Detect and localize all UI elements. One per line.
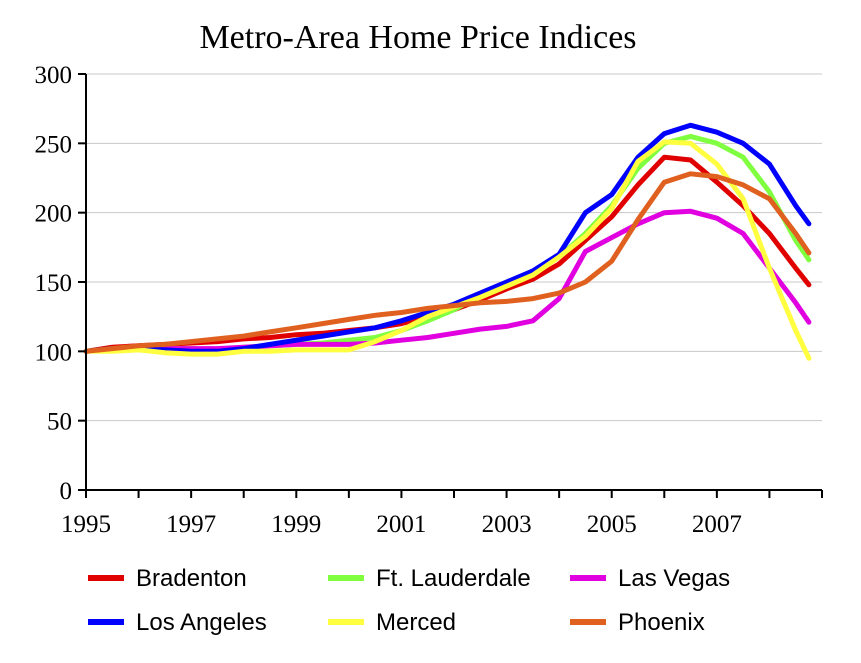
x-axis-ticks: 1995 1997 1999 2001 2003 2005 2007 — [61, 490, 823, 538]
legend-item-ft-lauderdale: Ft. Lauderdale — [328, 565, 531, 592]
legend-item-las-vegas: Las Vegas — [570, 565, 730, 592]
gridlines — [86, 73, 822, 422]
legend-label: Bradenton — [136, 565, 247, 592]
series-line-phoenix — [83, 171, 812, 354]
x-tick-label: 2007 — [692, 511, 742, 538]
x-tick-label: 2005 — [587, 511, 637, 538]
x-tick-label: 1995 — [61, 511, 111, 538]
series-line-bradenton — [83, 154, 812, 354]
x-tick-label: 2003 — [482, 511, 532, 538]
legend-item-phoenix: Phoenix — [570, 609, 705, 636]
series-line-las-vegas — [83, 208, 812, 354]
y-axis-ticks: 0 50 100 150 200 250 300 — [35, 62, 86, 505]
series-lines — [83, 122, 812, 361]
x-tick-label: 2001 — [376, 511, 426, 538]
legend-label: Phoenix — [618, 609, 705, 636]
legend-item-bradenton: Bradenton — [88, 565, 247, 592]
y-tick-label: 150 — [35, 270, 73, 297]
y-tick-label: 0 — [60, 478, 73, 505]
legend-label: Ft. Lauderdale — [376, 565, 531, 592]
y-tick-label: 100 — [35, 339, 73, 366]
y-tick-label: 250 — [35, 131, 73, 158]
chart-title: Metro-Area Home Price Indices — [199, 19, 636, 56]
y-tick-label: 300 — [35, 62, 73, 89]
series-line-los-angeles — [83, 122, 812, 354]
y-tick-label: 50 — [47, 409, 72, 436]
legend: Bradenton Ft. Lauderdale Las Vegas Los Ange… — [88, 565, 730, 636]
y-tick-label: 200 — [35, 201, 73, 228]
legend-label: Los Angeles — [136, 609, 267, 636]
x-tick-label: 1999 — [271, 511, 321, 538]
legend-item-los-angeles: Los Angeles — [88, 609, 267, 636]
legend-item-merced: Merced — [328, 609, 456, 636]
legend-label: Las Vegas — [618, 565, 730, 592]
x-tick-label: 1997 — [166, 511, 216, 538]
legend-label: Merced — [376, 609, 456, 636]
